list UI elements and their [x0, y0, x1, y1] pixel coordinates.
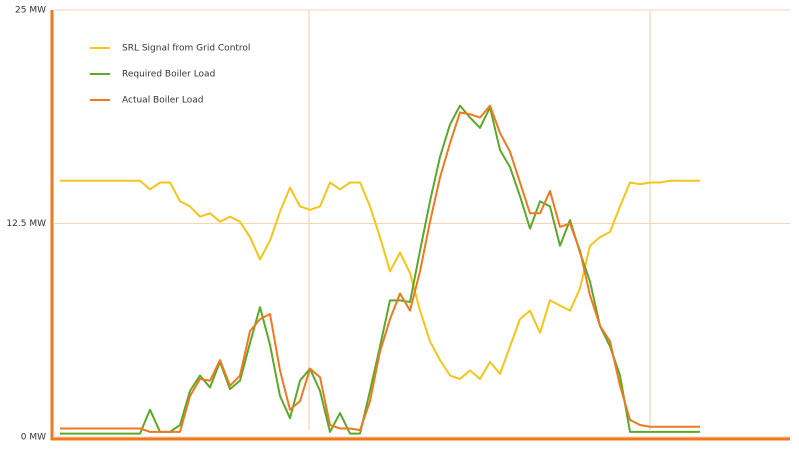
series-line [60, 179, 700, 380]
legend-label: SRL Signal from Grid Control [122, 44, 250, 54]
y-tick-label: 12.5 MW [6, 219, 46, 229]
series-line [60, 104, 700, 435]
y-tick-label: 25 MW [15, 6, 46, 16]
legend-label: Actual Boiler Load [122, 96, 203, 106]
series-line [60, 104, 700, 433]
legend-label: Required Boiler Load [122, 70, 215, 80]
y-tick-label: 0 MW [21, 433, 46, 443]
